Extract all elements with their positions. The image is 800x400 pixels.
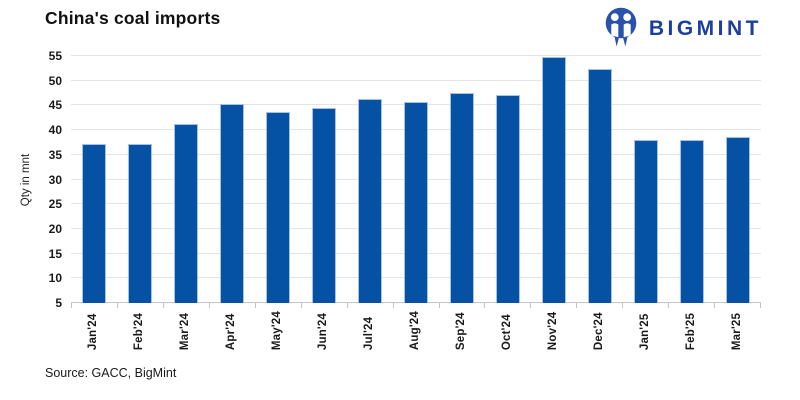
x-label-slot: Nov'24 [531, 311, 577, 350]
x-tick-label: Mar'25 [731, 312, 744, 351]
x-tick-label: Feb'24 [133, 312, 146, 351]
bar-sep24 [450, 93, 474, 303]
x-tick-mark [622, 303, 668, 308]
x-tick-label: May'24 [271, 311, 284, 351]
y-tick-label: 40 [48, 123, 62, 138]
bar-slot [163, 56, 209, 303]
y-tick-label: 10 [48, 271, 62, 286]
x-tick-mark [714, 303, 760, 308]
bar-nov24 [542, 57, 566, 303]
y-axis-title: Qty in mnt [20, 153, 32, 207]
bar-feb24 [128, 143, 152, 303]
x-label-slot: Oct'24 [485, 311, 531, 350]
bar-slot [439, 56, 485, 303]
y-tick-label: 25 [48, 197, 62, 212]
x-label-slot: Apr'24 [209, 311, 255, 351]
bar-slot [301, 56, 347, 303]
bar-oct24 [496, 95, 520, 303]
bar-slot [669, 56, 715, 303]
x-label-slot: Jun'24 [301, 311, 347, 350]
bar-aug24 [404, 101, 428, 303]
x-axis-ticks [71, 303, 761, 308]
y-tick-label: 15 [48, 246, 62, 261]
bar-slot [209, 56, 255, 303]
bar-slot [393, 56, 439, 303]
bar-slot [485, 56, 531, 303]
x-label-slot: Aug'24 [393, 311, 439, 350]
bar-may24 [266, 112, 290, 303]
x-tick-mark [438, 303, 485, 308]
bar-slot [255, 56, 301, 303]
bigmint-logo: BIGMINT [604, 7, 762, 49]
bigmint-people-icon [605, 7, 637, 47]
bar-slot [623, 56, 669, 303]
x-tick-label: Mar'24 [179, 312, 192, 351]
x-tick-label: Jul'24 [363, 316, 376, 351]
x-tick-label: Nov'24 [547, 311, 560, 351]
x-tick-mark [162, 303, 209, 308]
bar-slot [715, 56, 761, 303]
gridline [71, 79, 761, 81]
x-tick-mark [254, 303, 301, 308]
bar-mar24 [174, 124, 198, 303]
y-tick-label: 35 [48, 147, 62, 162]
bigmint-logo-text: BIGMINT [648, 16, 762, 40]
x-tick-mark [300, 303, 347, 308]
x-tick-mark [668, 303, 714, 308]
y-tick-label: 50 [48, 73, 62, 88]
x-tick-mark [530, 303, 576, 308]
y-tick-label: 55 [48, 49, 62, 63]
y-tick-label: 30 [48, 172, 62, 187]
bar-dec24 [588, 69, 612, 303]
x-tick-mark [71, 303, 117, 308]
source-note: Source: GACC, BigMint [45, 366, 177, 380]
bar-slot [531, 56, 577, 303]
gridline [71, 55, 761, 56]
x-label-slot: Jan'25 [623, 311, 669, 351]
x-tick-mark [484, 303, 530, 308]
x-label-slot: Mar'24 [163, 311, 209, 350]
x-tick-label: Feb'25 [685, 312, 698, 351]
y-tick-label: 5 [55, 296, 62, 310]
bar-feb25 [680, 139, 704, 303]
bar-slot [347, 56, 393, 303]
y-tick-label: 45 [48, 98, 62, 113]
x-label-slot: Feb'24 [117, 311, 163, 350]
x-tick-label: Jan'25 [639, 313, 652, 351]
x-tick-label: Oct'24 [501, 314, 514, 351]
x-label-slot: May'24 [255, 311, 301, 350]
bar-slot [117, 56, 163, 303]
x-tick-mark [346, 303, 393, 308]
x-label-slot: Jan'24 [71, 311, 117, 351]
bar-jun24 [312, 108, 336, 303]
x-label-slot: Sep'24 [439, 311, 485, 350]
x-tick-label: Jun'24 [317, 312, 330, 351]
bar-jul24 [358, 99, 382, 303]
x-axis-labels: Jan'24 Feb'24 Mar'24 Apr'24 May'24 Jun'24 Jul'… [71, 311, 761, 350]
x-label-slot: Jul'24 [347, 311, 393, 350]
x-tick-label: Sep'24 [455, 312, 468, 351]
x-tick-label: Dec'24 [593, 312, 606, 351]
bar-mar25 [726, 136, 750, 303]
x-label-slot: Feb'25 [669, 311, 715, 350]
bar-slot [577, 56, 623, 303]
x-label-slot: Dec'24 [577, 311, 623, 350]
bar-apr24 [220, 104, 244, 303]
y-tick-label: 20 [48, 221, 62, 236]
x-tick-label: Jan'24 [87, 313, 100, 351]
x-tick-label: Apr'24 [225, 313, 238, 351]
x-tick-mark [576, 303, 622, 308]
plot-area: 5 10 15 20 25 30 35 40 45 50 55 [49, 50, 761, 309]
x-tick-mark [116, 303, 163, 308]
x-tick-mark [392, 303, 439, 308]
chart-title: China's coal imports [45, 8, 221, 28]
bar-jan25 [634, 139, 658, 303]
bar-slot [71, 56, 117, 303]
x-label-slot: Mar'25 [715, 311, 761, 350]
x-tick-mark [208, 303, 255, 308]
bar-jan24 [82, 143, 106, 303]
bar-series [71, 56, 761, 303]
x-tick-label: Aug'24 [409, 311, 422, 351]
